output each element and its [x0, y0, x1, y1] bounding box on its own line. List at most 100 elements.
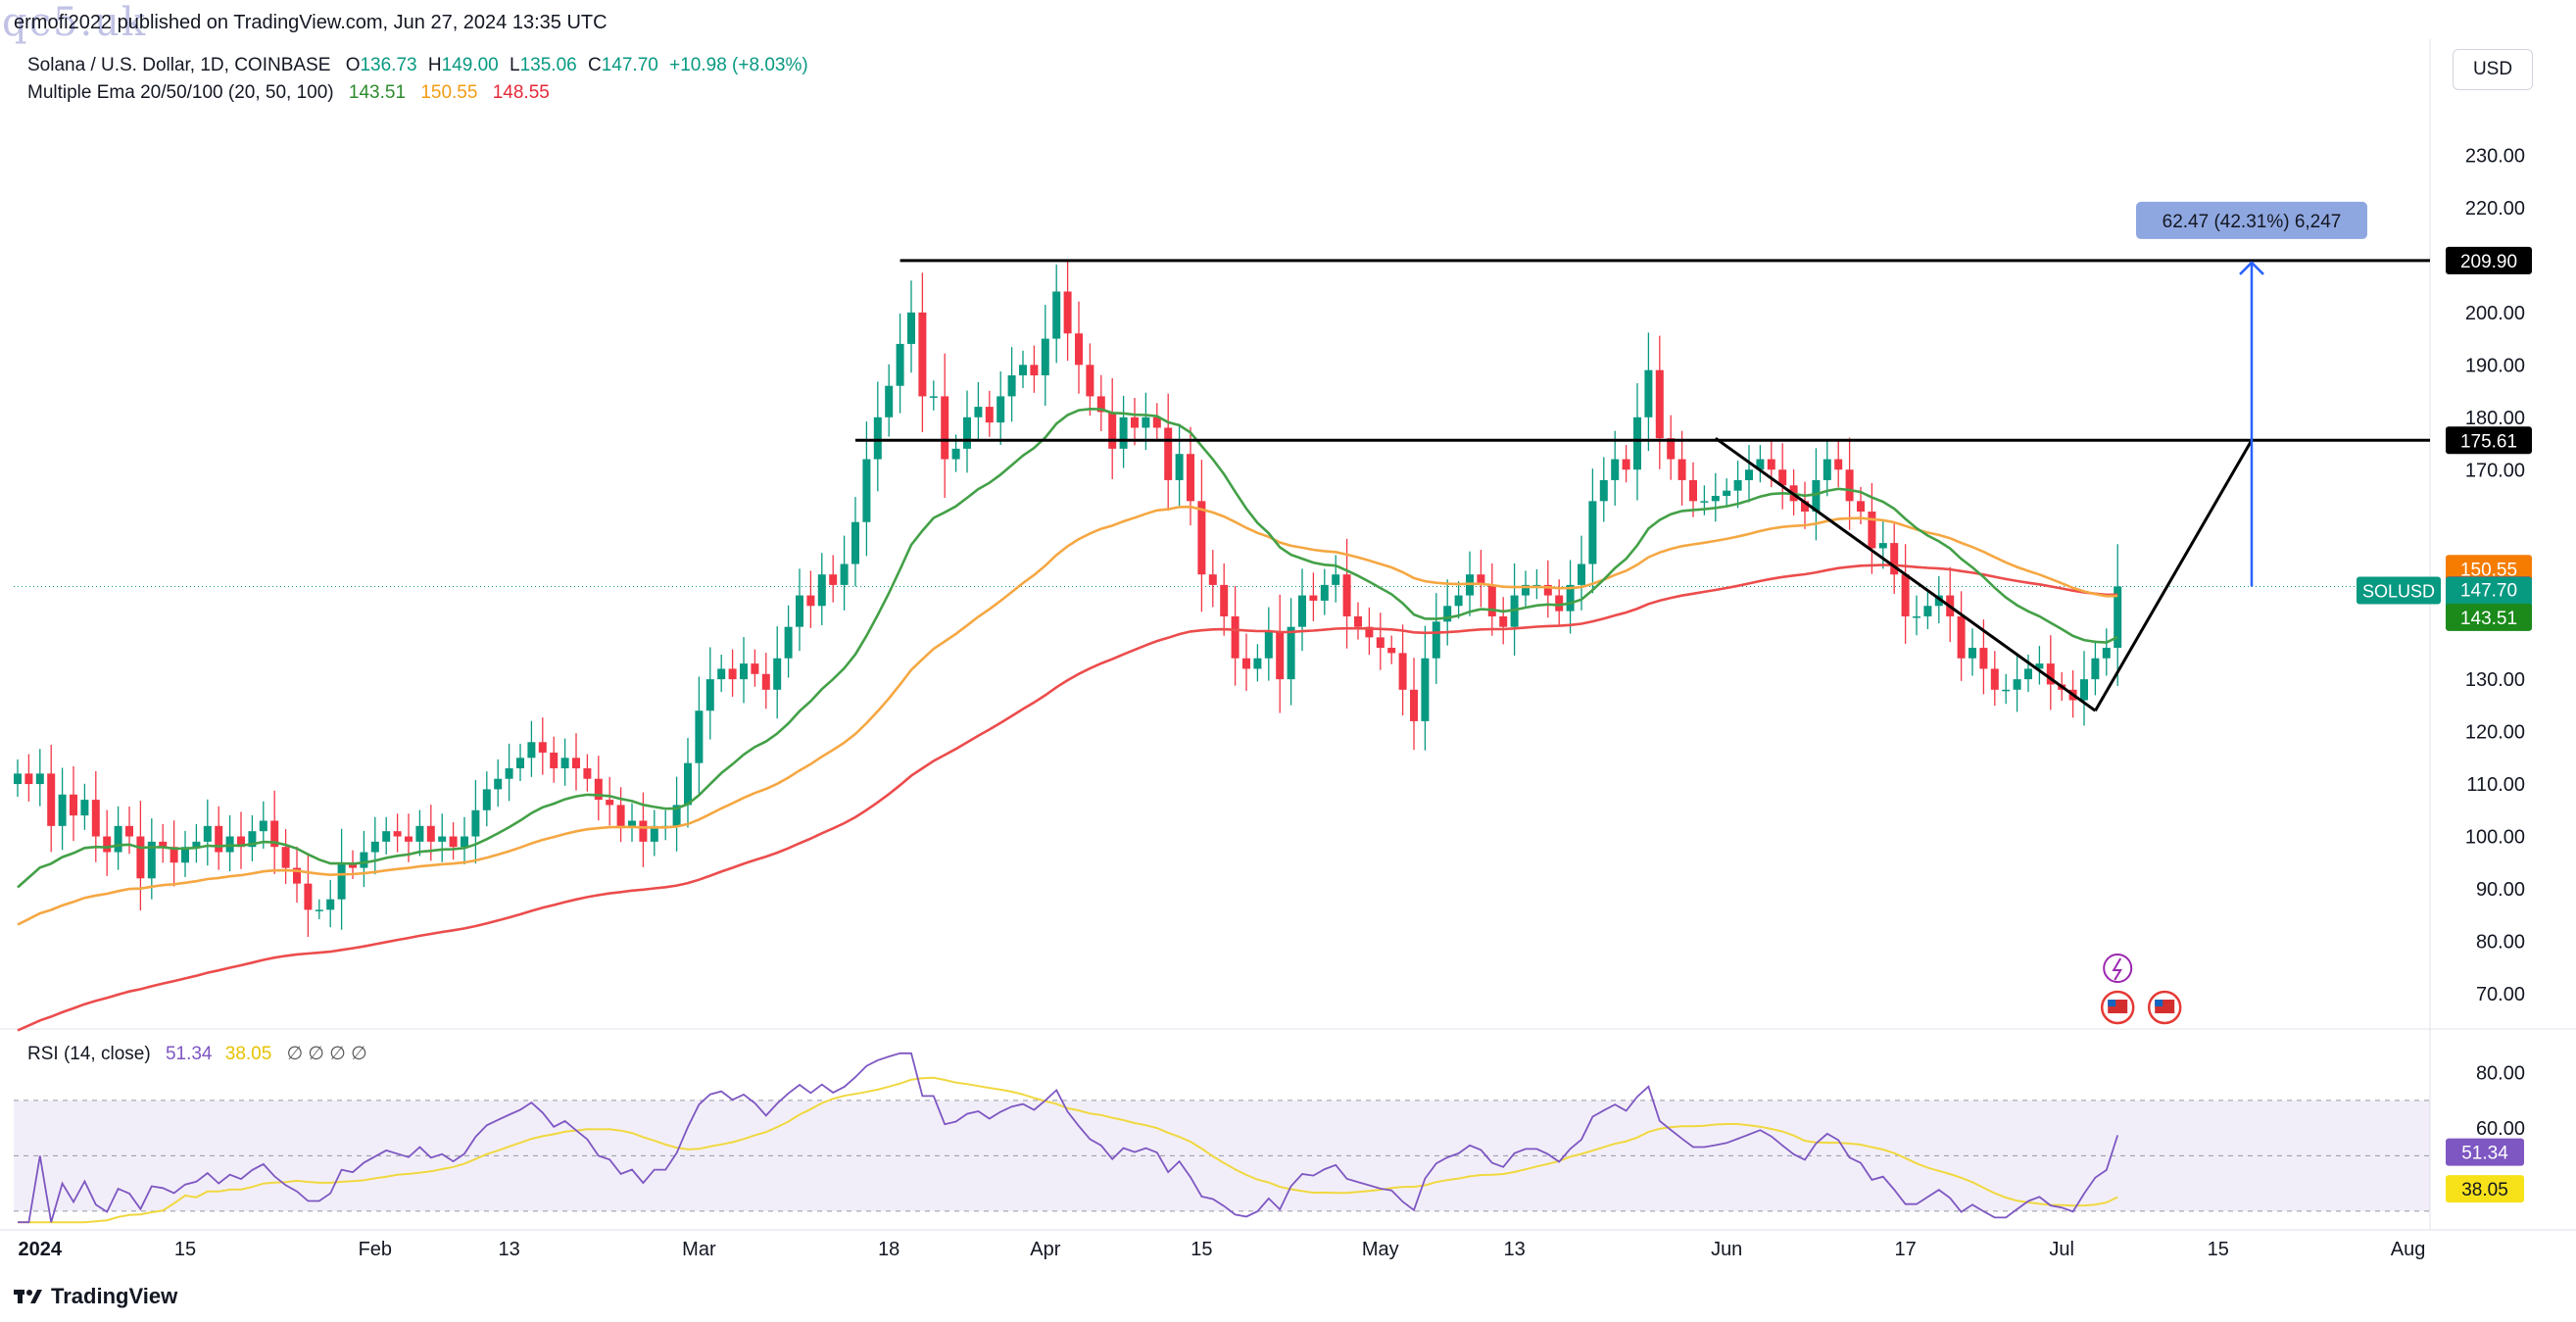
- candle-body: [1923, 606, 1932, 616]
- measure-label-box: [2136, 201, 2367, 239]
- candle-body: [1487, 584, 1496, 616]
- ema100-value: 148.55: [492, 82, 550, 103]
- candle-body: [1298, 595, 1306, 627]
- candle-body: [1968, 648, 1976, 659]
- candle-body: [215, 825, 223, 853]
- candle-body: [1019, 365, 1027, 376]
- rsi-ma-tag-bg: [2446, 1175, 2524, 1203]
- symbol-title[interactable]: Solana / U.S. Dollar, 1D, COINBASE: [27, 55, 331, 75]
- ema-legend[interactable]: Multiple Ema 20/50/100 (20, 50, 100) 143…: [27, 82, 550, 104]
- candle-body: [628, 820, 636, 826]
- time-tick-label: 2024: [19, 1239, 63, 1260]
- candle-body: [1522, 584, 1530, 596]
- candle-body: [572, 758, 580, 769]
- close-value: 147.70: [601, 55, 658, 75]
- price-tag-ema50: 150.55: [2460, 560, 2517, 580]
- candle-body: [1745, 469, 1753, 480]
- candle-body: [705, 679, 714, 711]
- candle-body: [125, 825, 133, 837]
- candle-body: [806, 595, 815, 607]
- candle-body: [896, 343, 904, 386]
- price-tick-label: 110.00: [2466, 774, 2525, 796]
- candle-body: [1264, 632, 1273, 659]
- candle-body: [1868, 512, 1876, 549]
- price-tag-ema20: 143.51: [2460, 609, 2517, 629]
- candle-body: [1767, 459, 1775, 470]
- candle-body: [1934, 595, 1943, 607]
- candle-body: [1622, 459, 1630, 470]
- candle-body: [929, 396, 938, 398]
- candle-body: [873, 416, 882, 460]
- candle-body: [293, 867, 301, 884]
- us-flag-canton-icon: [2108, 1000, 2116, 1006]
- candle-body: [426, 825, 435, 842]
- candle-body: [1599, 479, 1608, 502]
- candle-body: [1387, 648, 1396, 654]
- candle-body: [2080, 679, 2088, 701]
- candle-body: [505, 768, 513, 779]
- candle-body: [773, 658, 782, 690]
- price-tick-label: 230.00: [2465, 145, 2525, 167]
- price-legend: Solana / U.S. Dollar, 1D, COINBASE O136.…: [27, 55, 808, 76]
- candle-body: [1086, 365, 1094, 397]
- time-tick-label: 15: [174, 1239, 196, 1260]
- ema50-line: [17, 505, 2118, 926]
- candle-body: [1365, 626, 1374, 638]
- price-tick-label: 90.00: [2476, 879, 2525, 901]
- candle-body: [1979, 648, 1988, 669]
- candle-body: [527, 742, 536, 759]
- candle-body: [1990, 668, 1999, 690]
- symbol-tag: SOLUSD: [2362, 581, 2435, 601]
- candle-body: [1611, 459, 1620, 480]
- candle-body: [91, 800, 100, 837]
- close-label: C: [588, 55, 602, 75]
- time-tick-label: 15: [1191, 1239, 1212, 1260]
- candle-body: [1309, 595, 1318, 601]
- candle-body: [170, 847, 178, 863]
- candle-body: [1096, 396, 1105, 413]
- measure-arrow-head: [2239, 261, 2264, 275]
- currency-button[interactable]: USD: [2453, 49, 2533, 90]
- high-label: H: [427, 55, 442, 75]
- footer-brand[interactable]: TradingView: [14, 1284, 177, 1309]
- candle-body: [1723, 490, 1731, 496]
- ema50-value: 150.55: [420, 82, 478, 103]
- candle-body: [1421, 658, 1430, 721]
- candle-body: [862, 459, 871, 522]
- candle-body: [963, 416, 971, 449]
- candle-body: [1588, 501, 1597, 564]
- rsi-tick-label: 60.00: [2476, 1118, 2525, 1140]
- candle-body: [951, 448, 960, 460]
- tradingview-logo-icon: [14, 1290, 42, 1303]
- candle-body: [2024, 668, 2032, 680]
- price-tag-mid: 175.61: [2460, 431, 2517, 452]
- candle-body: [360, 852, 368, 868]
- candle-body: [1667, 438, 1676, 460]
- candle-body: [1287, 626, 1295, 680]
- candle-body: [594, 778, 603, 801]
- lightning-bolt-icon: [2112, 957, 2122, 981]
- price-tag-last: 147.70: [2460, 580, 2517, 601]
- candle-body: [1677, 459, 1686, 480]
- candle-body: [606, 800, 614, 806]
- lightning-event-icon[interactable]: [2103, 954, 2133, 983]
- candle-body: [1253, 658, 1262, 669]
- candle-body: [1142, 416, 1150, 428]
- candle-body: [1354, 615, 1362, 627]
- candle-body: [382, 831, 391, 842]
- rsi-value: 51.34: [165, 1044, 213, 1064]
- candle-body: [1845, 469, 1854, 502]
- ema-name: Multiple Ema 20/50/100 (20, 50, 100): [27, 82, 334, 103]
- candle-body: [885, 385, 894, 417]
- candle-body: [471, 809, 480, 837]
- candle-body: [684, 762, 692, 806]
- rsi-legend[interactable]: RSI (14, close) 51.34 38.05 ∅ ∅ ∅ ∅: [27, 1043, 367, 1065]
- rsi-tag: 51.34: [2461, 1144, 2508, 1164]
- price-tag-high-bg: [2446, 246, 2532, 274]
- price-tick-label: 130.00: [2465, 669, 2525, 691]
- visibility-icons[interactable]: ∅ ∅ ∅ ∅: [286, 1044, 367, 1064]
- candle-body: [1342, 574, 1351, 616]
- price-tag-ema50-bg: [2446, 555, 2532, 583]
- candle-body: [103, 836, 112, 853]
